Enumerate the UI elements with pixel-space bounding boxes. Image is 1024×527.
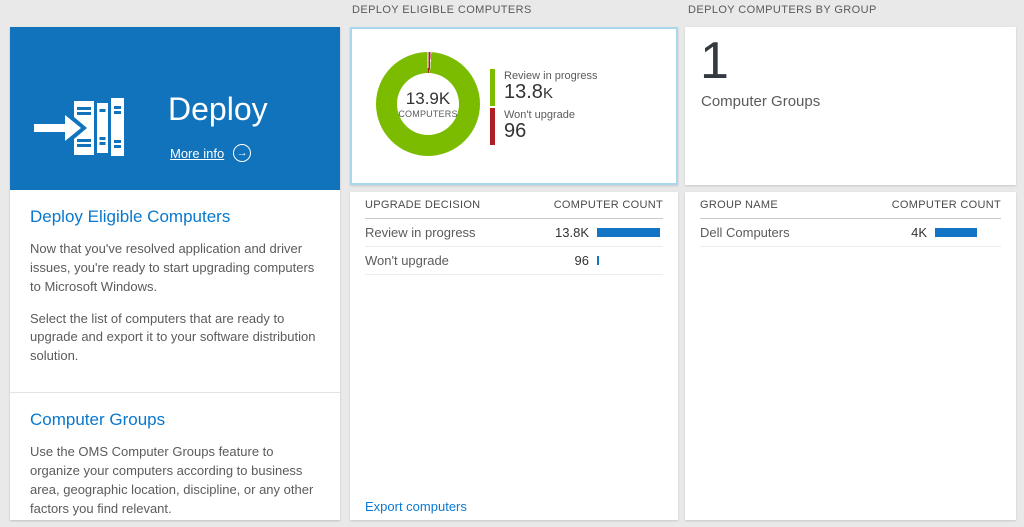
deploy-books-arrow-icon: [34, 95, 124, 164]
computer-groups-summary-tile[interactable]: 1 Computer Groups: [685, 27, 1016, 185]
legend-item-wont-upgrade: Won't upgrade 96: [490, 108, 598, 145]
table-header-computer-count: COMPUTER COUNT: [553, 199, 663, 211]
section-paragraph: Now that you've resolved application and…: [30, 241, 315, 294]
table-header-group-name: GROUP NAME: [700, 199, 778, 211]
more-info-label[interactable]: More info: [170, 145, 225, 161]
legend-value: 13.8K: [504, 81, 553, 103]
deploy-info-panel: Deploy Eligible Computers Now that you'v…: [10, 190, 340, 520]
donut-center-label: COMPUTERS: [398, 109, 458, 119]
table-header-upgrade-decision: UPGRADE DECISION: [365, 199, 481, 211]
row-count: 13.8K: [555, 225, 589, 240]
table-row[interactable]: Review in progress 13.8K: [365, 219, 663, 247]
legend-label: Won't upgrade: [504, 109, 576, 121]
legend-color-bar-red: [490, 108, 495, 145]
export-computers-link[interactable]: Export computers: [365, 499, 467, 514]
group-count-label: Computer Groups: [701, 93, 821, 110]
deploy-tile-title: Deploy: [168, 91, 268, 127]
legend-label: Review in progress: [504, 70, 598, 82]
arrow-right-circle-icon[interactable]: →: [233, 144, 252, 162]
computers-by-group-table: GROUP NAME COMPUTER COUNT Dell Computers…: [685, 192, 1016, 520]
chart-legend: Review in progress 13.8K Won't upgrade 9…: [490, 69, 598, 145]
row-count: 96: [574, 253, 589, 268]
table-row[interactable]: Dell Computers 4K: [700, 219, 1001, 247]
donut-chart: 13.9K COMPUTERS: [376, 52, 480, 156]
table-row[interactable]: Won't upgrade 96: [365, 247, 663, 275]
table-header-row: UPGRADE DECISION COMPUTER COUNT: [365, 192, 663, 219]
count-bar: [597, 256, 599, 265]
row-label: Won't upgrade: [365, 253, 449, 268]
row-label: Dell Computers: [700, 225, 790, 240]
donut-center-value: 13.9K: [405, 89, 451, 108]
legend-value: 96: [504, 120, 527, 142]
count-bar-track: [597, 256, 663, 265]
eligible-computers-chart-tile[interactable]: 13.9K COMPUTERS Review in progress 13.8K…: [350, 27, 678, 185]
count-bar-track: [597, 228, 663, 237]
section-heading-computer-groups: Computer Groups: [30, 410, 166, 430]
row-label: Review in progress: [365, 225, 476, 240]
column-header-deploy-eligible-computers: DEPLOY ELIGIBLE COMPUTERS: [352, 4, 532, 16]
legend-item-review-in-progress: Review in progress 13.8K: [490, 69, 598, 106]
count-bar: [597, 228, 660, 237]
section-paragraph: Use the OMS Computer Groups feature to o…: [30, 444, 314, 516]
donut-center: 13.9K COMPUTERS: [397, 73, 459, 135]
legend-color-bar-green: [490, 69, 495, 106]
section-deploy-eligible-computers: Deploy Eligible Computers Now that you'v…: [10, 190, 340, 394]
table-header-row: GROUP NAME COMPUTER COUNT: [700, 192, 1001, 219]
section-heading-deploy-eligible-computers: Deploy Eligible Computers: [30, 207, 231, 226]
group-count-number: 1: [700, 32, 729, 90]
table-header-computer-count: COMPUTER COUNT: [891, 199, 1001, 211]
count-bar-track: [935, 228, 1001, 237]
more-info-link[interactable]: More info →: [170, 144, 252, 162]
section-paragraph: Select the list of computers that are re…: [30, 310, 316, 364]
deploy-tile[interactable]: Deploy More info →: [10, 27, 340, 190]
row-count: 4K: [911, 225, 927, 240]
section-computer-groups: Computer Groups Use the OMS Computer Gro…: [10, 393, 340, 527]
column-header-deploy-computers-by-group: DEPLOY COMPUTERS BY GROUP: [688, 4, 877, 16]
upgrade-decision-table: UPGRADE DECISION COMPUTER COUNT Review i…: [350, 192, 678, 520]
count-bar: [935, 228, 977, 237]
